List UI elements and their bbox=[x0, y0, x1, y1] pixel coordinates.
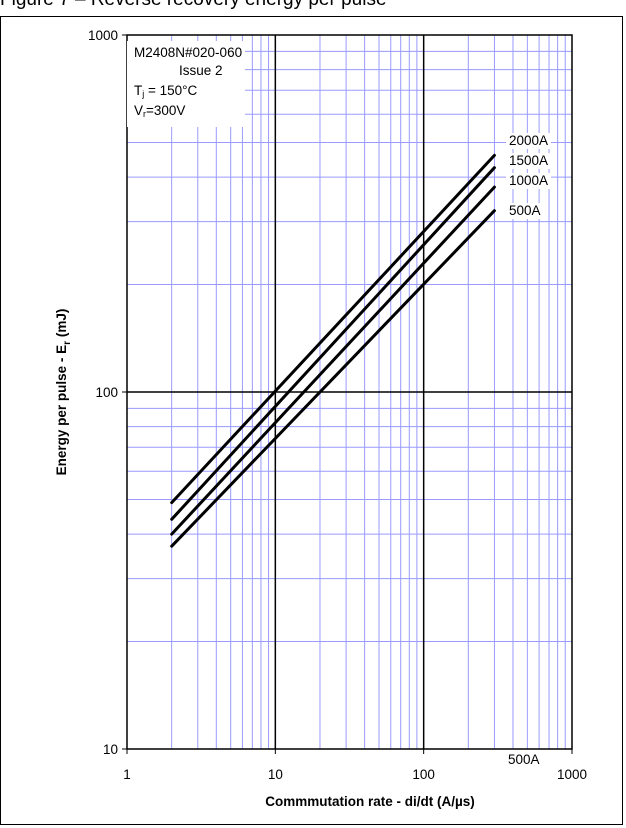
series-label-1000A: 1000A bbox=[506, 173, 552, 189]
annotation-tj: Tj = 150°C bbox=[134, 83, 198, 99]
y-tick-labels: 10 100 1000 bbox=[88, 28, 118, 757]
annotation-box: M2408N#020-060 Issue 2 Tj = 150°C Vr=300… bbox=[127, 41, 245, 127]
x-tick-label: 10 bbox=[268, 767, 283, 782]
series-label-1500A: 1500A bbox=[506, 153, 552, 169]
curves bbox=[170, 153, 496, 548]
x-tick-label: 100 bbox=[412, 767, 435, 782]
annotation-issue: Issue 2 bbox=[179, 63, 223, 78]
series-line-2000A bbox=[170, 153, 496, 505]
figure-caption: Figure 7 – Reverse recovery energy per p… bbox=[0, 0, 387, 11]
series-line-1000A bbox=[170, 185, 496, 536]
series-line-1500A bbox=[170, 166, 496, 521]
y-tick-label: 100 bbox=[95, 385, 118, 400]
bottom-series-note: 500A bbox=[507, 752, 541, 768]
plot-area-border bbox=[126, 34, 573, 750]
y-tick-label: 1000 bbox=[88, 28, 118, 43]
x-tick-label: 1000 bbox=[557, 767, 587, 782]
series-line-500A bbox=[170, 209, 496, 548]
series-label-500A: 500A bbox=[506, 203, 544, 219]
x-axis-title: Commmutation rate - di/dt (A/µs) bbox=[265, 794, 475, 809]
series-label-2000A: 2000A bbox=[506, 133, 552, 149]
annotation-device-id: M2408N#020-060 bbox=[134, 45, 243, 60]
chart-frame bbox=[0, 16, 623, 825]
x-tick-labels: 1 10 100 1000 bbox=[123, 767, 587, 782]
y-axis-title: Energy per pulse - Er (mJ) bbox=[54, 309, 73, 476]
x-tick-label: 1 bbox=[123, 767, 131, 782]
y-tick-label: 10 bbox=[103, 742, 118, 757]
annotation-vr: Vr=300V bbox=[134, 103, 186, 119]
